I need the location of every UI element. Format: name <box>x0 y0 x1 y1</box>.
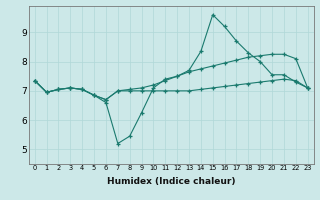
X-axis label: Humidex (Indice chaleur): Humidex (Indice chaleur) <box>107 177 236 186</box>
